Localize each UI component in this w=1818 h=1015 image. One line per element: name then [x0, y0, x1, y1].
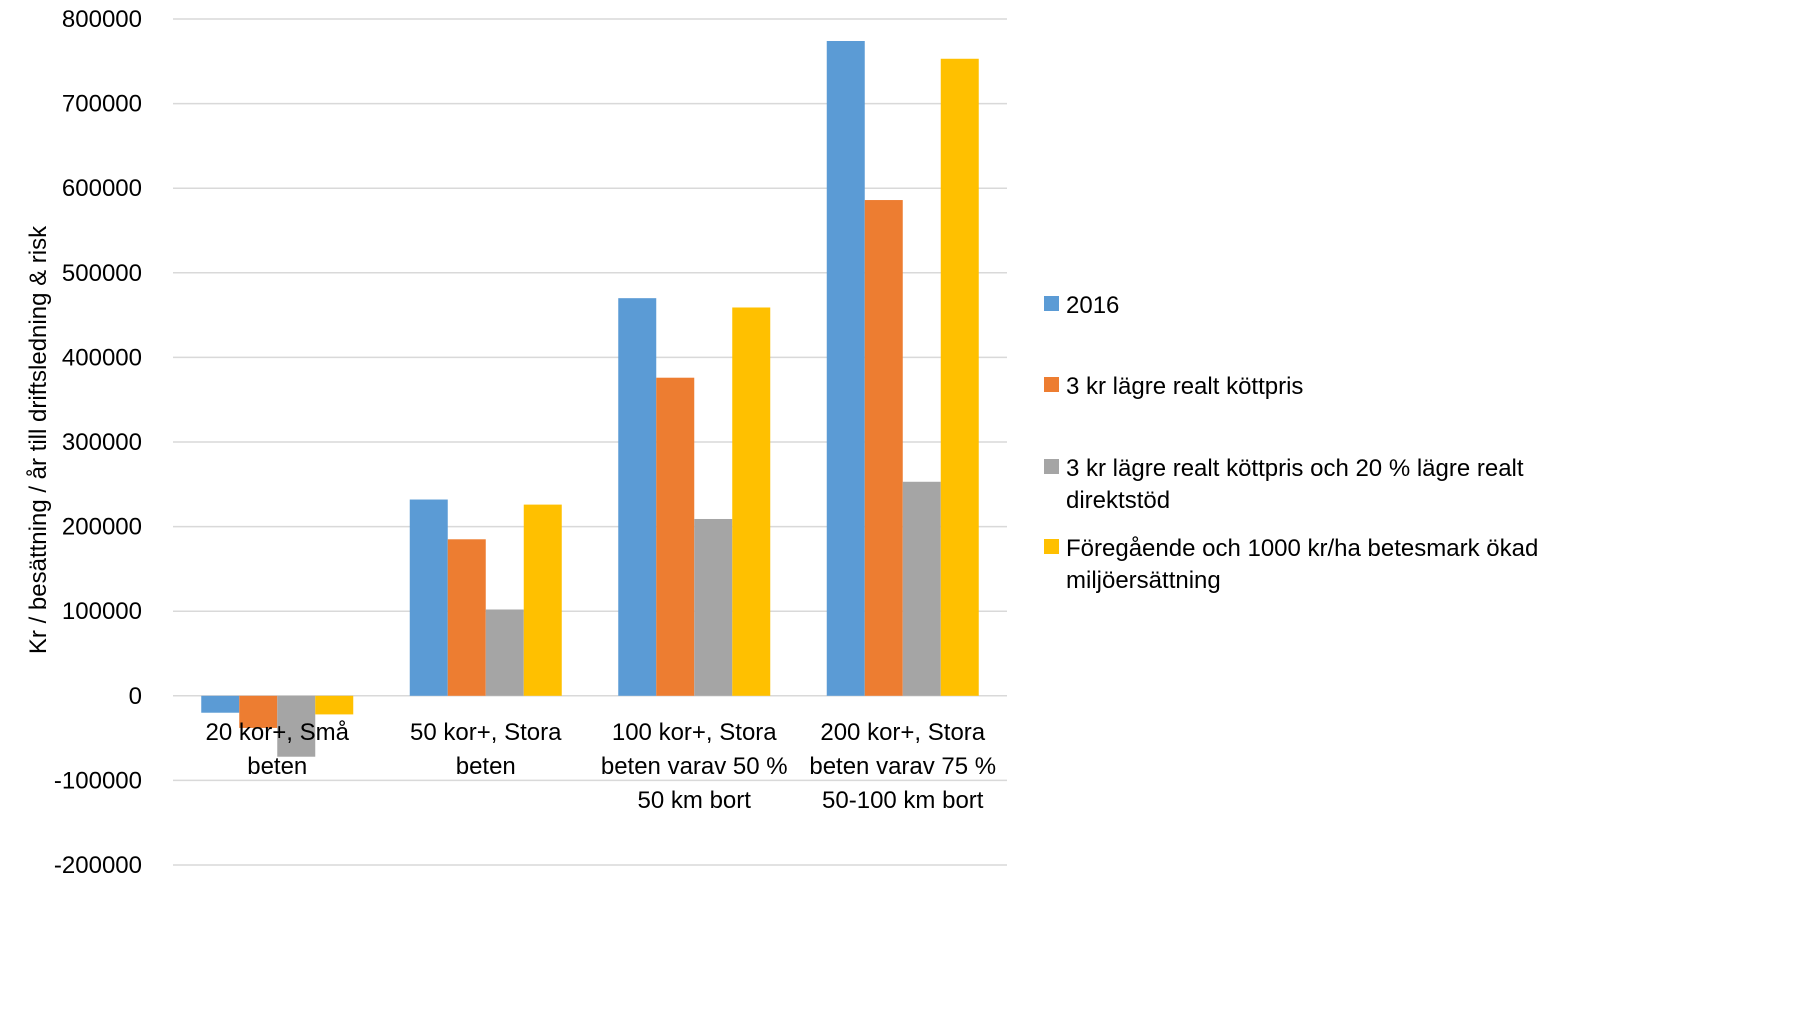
bar	[732, 307, 771, 696]
x-tick-label: 50 km bort	[638, 787, 752, 814]
legend-label: 2016	[1066, 292, 1119, 319]
y-tick-label: 700000	[62, 91, 142, 118]
bar	[618, 298, 657, 696]
bar	[277, 695, 316, 757]
x-tick-label: 100 kor+, Stora	[612, 719, 777, 746]
bar	[694, 518, 733, 696]
x-tick-label: beten varav 75 %	[809, 753, 996, 780]
bar	[485, 609, 524, 696]
bar	[447, 539, 486, 696]
bar	[940, 58, 979, 696]
y-tick-label: 300000	[62, 429, 142, 456]
legend-label: 3 kr lägre realt köttpris och 20 % lägre…	[1066, 455, 1524, 482]
y-axis-ticks: -200000 -100000 0 100000 200000 300000 400000 5…	[54, 6, 142, 879]
x-tick-label: beten	[247, 753, 307, 780]
x-tick-label: 50-100 km bort	[822, 787, 984, 814]
legend-label: Föregående och 1000 kr/ha betesmark ökad	[1066, 535, 1538, 562]
y-axis-label: Kr / besättning / år till driftsledning …	[25, 225, 52, 654]
legend-label: 3 kr lägre realt köttpris	[1066, 373, 1303, 400]
y-tick-label: -200000	[54, 852, 142, 879]
y-tick-label: 0	[129, 683, 142, 710]
bar	[239, 695, 278, 728]
x-tick-label: beten varav 50 %	[601, 753, 788, 780]
legend-label: direktstöd	[1066, 487, 1170, 514]
bar	[523, 504, 562, 696]
legend: 2016 3 kr lägre realt köttpris 3 kr lägre …	[1044, 292, 1538, 594]
y-tick-label: -100000	[54, 767, 142, 794]
bar	[409, 499, 448, 696]
x-axis-categories: 20 kor+, Små beten 50 kor+, Stora beten 100 …	[206, 719, 997, 814]
y-tick-label: 400000	[62, 344, 142, 371]
y-tick-label: 200000	[62, 514, 142, 541]
x-tick-label: 20 kor+, Små	[206, 719, 350, 746]
bars	[201, 40, 979, 757]
x-tick-label: beten	[456, 753, 516, 780]
legend-swatch	[1044, 459, 1059, 474]
y-tick-label: 800000	[62, 6, 142, 33]
legend-swatch	[1044, 296, 1059, 311]
x-tick-label: 200 kor+, Stora	[820, 719, 985, 746]
bar	[826, 40, 865, 696]
y-tick-label: 100000	[62, 598, 142, 625]
legend-label: miljöersättning	[1066, 567, 1221, 594]
y-tick-label: 500000	[62, 260, 142, 287]
legend-swatch	[1044, 539, 1059, 554]
bar	[201, 695, 240, 713]
y-tick-label: 600000	[62, 175, 142, 202]
bar	[902, 481, 941, 696]
bar	[656, 377, 695, 696]
x-tick-label: 50 kor+, Stora	[410, 719, 562, 746]
legend-swatch	[1044, 377, 1059, 392]
bar	[315, 695, 354, 715]
bar	[864, 200, 903, 696]
